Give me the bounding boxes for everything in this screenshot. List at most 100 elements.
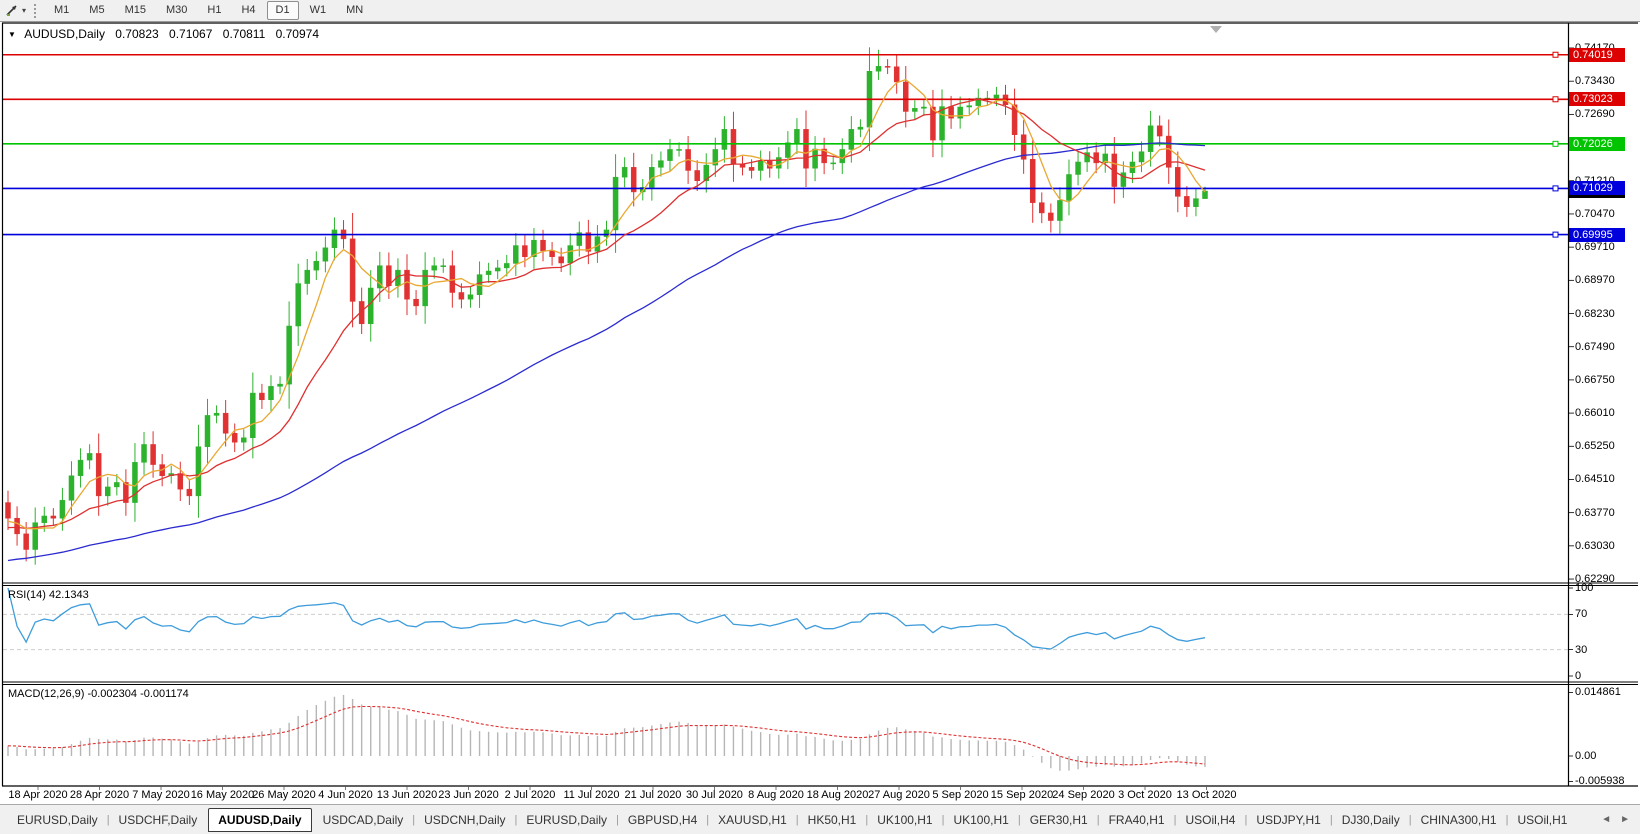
price-axis-label: 0.67490 <box>1575 340 1615 353</box>
macd-axis-label: -0.005938 <box>1575 775 1625 788</box>
timeframe-button-w1[interactable]: W1 <box>309 4 327 16</box>
timeframe-button-group: M1 M5 M15 M30 H1 H4 D1 W1 MN <box>44 1 373 20</box>
price-axis-label: 0.72690 <box>1575 108 1615 121</box>
tab-usoil-h1[interactable]: USOil,H1 <box>1517 812 1568 827</box>
tab-gbpusd-h4[interactable]: GBPUSD,H4 <box>627 812 698 827</box>
ohlc-high: 0.71067 <box>169 27 213 41</box>
macd-axis-label: 0.00 <box>1575 750 1597 762</box>
price-axis-label: 0.69710 <box>1575 241 1615 254</box>
tab-usoil-h4[interactable]: USOil,H4 <box>1185 812 1236 827</box>
tab-eurusd-daily[interactable]: EURUSD,Daily <box>17 812 98 827</box>
rsi-axis-label: 0 <box>1575 670 1582 682</box>
tab-uk100-h1[interactable]: UK100,H1 <box>877 812 933 827</box>
tab-separator: | <box>1244 813 1248 826</box>
ohlc-low: 0.70811 <box>222 27 266 41</box>
tab-separator: | <box>616 813 619 826</box>
rsi-axis-label: 70 <box>1575 608 1588 621</box>
timeframe-button-m30[interactable]: M30 <box>165 4 188 16</box>
level-price-label[interactable]: 0.74019 <box>1569 47 1625 62</box>
tab-scroll-controls: ◄ ► <box>1601 814 1640 825</box>
chart-tab-bar: EURUSD,Daily | USDCHF,Daily AUDUSD,Daily USD… <box>0 804 1640 834</box>
tab-fra40-h1[interactable]: FRA40,H1 <box>1108 812 1165 827</box>
date-axis-label: 18 Aug 2020 <box>806 789 869 801</box>
tab-china300-h1[interactable]: CHINA300,H1 <box>1420 812 1497 827</box>
date-axis-label: 18 Apr 2020 <box>8 789 68 801</box>
tab-usdcad-daily[interactable]: USDCAD,Daily <box>322 812 404 827</box>
date-axis-label: 21 Jul 2020 <box>624 789 682 801</box>
tab-separator: | <box>106 813 110 826</box>
rsi-indicator-label: RSI(14) 42.1343 <box>8 589 89 601</box>
tab-separator: | <box>795 813 799 826</box>
rsi-axis-label: 30 <box>1575 643 1588 656</box>
tab-uk100-h1[interactable]: UK100,H1 <box>953 812 1009 827</box>
ohlc-open: 0.70823 <box>115 27 159 41</box>
date-axis-label: 5 Sep 2020 <box>932 789 989 801</box>
collapse-chart-icon[interactable]: ▼ <box>8 30 16 39</box>
date-axis-label: 27 Aug 2020 <box>868 789 930 801</box>
tab-ger30-h1[interactable]: GER30,H1 <box>1029 812 1088 827</box>
tab-usdchf-daily[interactable]: USDCHF,Daily <box>118 812 198 827</box>
level-price-label[interactable]: 0.72026 <box>1569 136 1625 151</box>
tab-separator: | <box>865 813 869 826</box>
level-price-label[interactable]: 0.69995 <box>1569 227 1625 242</box>
price-axis-label: 0.62290 <box>1575 573 1615 586</box>
date-axis-label: 16 May 2020 <box>190 789 255 801</box>
tab-dj30-daily[interactable]: DJ30,Daily <box>1341 812 1400 827</box>
date-axis-label: 23 Jun 2020 <box>438 789 499 801</box>
chart-cursor-icon[interactable] <box>5 3 20 18</box>
tab-separator: | <box>1173 813 1177 826</box>
level-price-label[interactable]: 0.71029 <box>1569 181 1625 196</box>
price-axis-label: 0.63770 <box>1575 506 1615 519</box>
tab-separator: | <box>1408 813 1412 826</box>
timeframe-button-h1[interactable]: H1 <box>207 4 222 16</box>
date-axis-label: 28 Apr 2020 <box>69 789 130 801</box>
date-axis-label: 11 Jul 2020 <box>563 789 620 801</box>
tab-scroll-left-icon[interactable]: ◄ <box>1601 814 1612 825</box>
timeframe-button-h4[interactable]: H4 <box>241 4 256 16</box>
price-axis-label: 0.63030 <box>1575 539 1615 552</box>
tab-usdjpy-h1[interactable]: USDJPY,H1 <box>1256 812 1321 827</box>
tab-xauusd-h1[interactable]: XAUUSD,H1 <box>718 812 787 827</box>
tab-audusd-daily[interactable]: AUDUSD,Daily <box>208 807 312 832</box>
chevron-down-icon[interactable]: ▾ <box>22 6 27 15</box>
date-axis-label: 13 Jun 2020 <box>376 789 438 801</box>
price-axis-label: 0.65250 <box>1575 440 1615 453</box>
rsi-axis-label: 100 <box>1575 582 1594 594</box>
tab-separator: | <box>1017 813 1021 826</box>
price-axis-label: 0.68970 <box>1575 274 1615 287</box>
price-axis-label: 0.68230 <box>1575 307 1615 320</box>
ohlc-close: 0.70974 <box>275 27 319 41</box>
tab-separator: | <box>1329 813 1333 826</box>
date-axis-label: 4 Jun 2020 <box>318 789 373 801</box>
tab-separator: | <box>706 813 710 826</box>
date-axis-label: 3 Oct 2020 <box>1118 789 1172 801</box>
price-axis-label: 0.66010 <box>1575 407 1615 420</box>
tab-eurusd-daily[interactable]: EURUSD,Daily <box>526 812 608 827</box>
timeframe-button-m1[interactable]: M1 <box>54 4 70 16</box>
chart-symbol-label: AUDUSD,Daily <box>24 27 105 41</box>
date-axis-label: 26 May 2020 <box>252 789 316 801</box>
tab-separator: | <box>514 813 518 826</box>
tab-separator: | <box>941 813 945 826</box>
date-axis-label: 2 Jul 2020 <box>504 789 556 801</box>
timeframe-button-d1[interactable]: D1 <box>266 1 299 20</box>
tab-scroll-right-icon[interactable]: ► <box>1620 814 1630 825</box>
tab-separator: | <box>412 813 416 826</box>
level-price-label[interactable]: 0.73023 <box>1569 92 1625 107</box>
price-axis-label: 0.66750 <box>1575 373 1615 386</box>
tab-separator: | <box>1505 813 1509 826</box>
chart-title: ▼ AUDUSD,Daily 0.70823 0.71067 0.70811 0… <box>8 27 319 41</box>
date-axis-label: 30 Jul 2020 <box>686 789 743 801</box>
top-toolbar: ▾ M1 M5 M15 M30 H1 H4 D1 W1 MN <box>0 0 1640 22</box>
toolbar-grip-handle[interactable] <box>34 3 37 18</box>
tab-usdcnh-daily[interactable]: USDCNH,Daily <box>424 812 506 827</box>
date-axis-label: 13 Oct 2020 <box>1176 789 1237 801</box>
timeframe-button-mn[interactable]: MN <box>346 4 364 16</box>
price-axis-label: 0.64510 <box>1575 473 1615 486</box>
price-axis-label: 0.70470 <box>1575 207 1615 220</box>
timeframe-button-m5[interactable]: M5 <box>89 4 105 16</box>
date-axis-label: 15 Sep 2020 <box>990 789 1054 801</box>
timeframe-button-m15[interactable]: M15 <box>124 4 146 16</box>
tab-hk50-h1[interactable]: HK50,H1 <box>807 812 857 827</box>
